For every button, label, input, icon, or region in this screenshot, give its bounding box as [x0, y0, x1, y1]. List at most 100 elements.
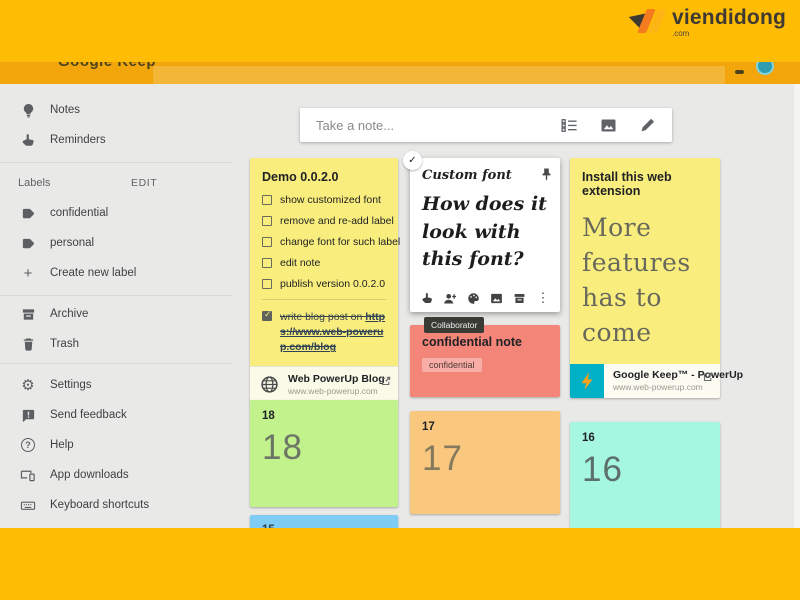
note-18[interactable]: 18 18 — [250, 400, 398, 507]
checkbox-unchecked[interactable] — [262, 279, 272, 289]
refresh-icon[interactable] — [735, 70, 744, 74]
brand-name: viendidong — [672, 6, 786, 29]
external-link-icon[interactable] — [381, 373, 391, 385]
sidebar-item-label: App downloads — [50, 469, 129, 481]
sidebar-item-label: confidential — [50, 207, 109, 219]
note-title: 18 — [262, 410, 275, 422]
checklist-item[interactable]: change font for such label — [262, 236, 400, 248]
checklist-item[interactable]: edit note — [262, 257, 386, 269]
sidebar-item-help[interactable]: ? Help — [0, 433, 232, 457]
tag-icon — [20, 205, 36, 221]
new-checklist-icon[interactable] — [561, 117, 578, 134]
note-title: Demo 0.0.2.0 — [262, 170, 339, 184]
sidebar-divider — [0, 363, 232, 364]
sidebar-item-label: Send feedback — [50, 409, 127, 421]
checkbox-unchecked[interactable] — [262, 237, 272, 247]
scrollbar[interactable] — [794, 84, 800, 528]
selected-check-icon[interactable]: ✓ — [403, 151, 422, 170]
note-confidential[interactable]: confidential note confidential — [410, 325, 560, 397]
new-drawing-icon[interactable] — [639, 117, 656, 134]
sidebar-item-label: Keyboard shortcuts — [50, 499, 150, 511]
note-body: How does it look with this font? — [422, 193, 547, 271]
sidebar-item-create-label[interactable]: + Create new label — [0, 261, 232, 285]
trash-icon — [20, 336, 36, 352]
take-a-note-bar[interactable]: Take a note... — [300, 108, 672, 142]
note-16[interactable]: 16 16 — [570, 422, 720, 532]
archive-note-icon[interactable] — [513, 291, 527, 305]
sidebar-item-app-downloads[interactable]: App downloads — [0, 463, 232, 487]
note-demo[interactable]: Demo 0.0.2.0 show customized font remove… — [250, 158, 400, 404]
note-title: confidential note — [422, 335, 522, 349]
archive-icon — [20, 306, 36, 322]
checkbox-checked[interactable] — [262, 309, 272, 321]
sidebar-item-trash[interactable]: Trash — [0, 332, 232, 356]
sidebar-item-archive[interactable]: Archive — [0, 302, 232, 326]
tag-icon — [20, 235, 36, 251]
checkbox-unchecked[interactable] — [262, 258, 272, 268]
sidebar-item-label: Reminders — [50, 134, 106, 146]
checklist-item[interactable]: publish version 0.0.2.0 — [262, 278, 386, 290]
checklist-item-label: publish version 0.0.2.0 — [280, 278, 386, 290]
sidebar-item-reminders[interactable]: Reminders — [0, 128, 232, 152]
pin-icon[interactable] — [541, 168, 552, 181]
keep-logo: Google Keep — [58, 62, 156, 70]
note-custom-font[interactable]: ✓ Custom font How does it look with this… — [403, 151, 560, 312]
new-image-note-icon[interactable] — [600, 117, 617, 134]
link-preview-web-powerup-blog[interactable]: Web PowerUp Blog www.web-powerup.com — [250, 365, 398, 404]
blog-link[interactable]: https://www.web-powerup.com/blog — [280, 311, 386, 354]
link-preview-url: www.web-powerup.com — [288, 385, 378, 396]
label-chip-confidential[interactable]: confidential — [422, 358, 482, 372]
keyboard-icon — [20, 497, 36, 513]
collaborator-icon[interactable] — [443, 291, 457, 305]
reminder-icon — [20, 132, 36, 148]
note-body: 17 — [422, 439, 463, 478]
link-preview-url: www.web-powerup.com — [613, 382, 703, 393]
frame-bottom-band — [0, 528, 800, 600]
lightning-bolt-icon — [570, 364, 604, 398]
sidebar-divider — [0, 162, 232, 163]
keep-header-bar: Google Keep — [0, 62, 800, 84]
link-preview-title: Web PowerUp Blog — [288, 372, 385, 385]
note-17[interactable]: 17 17 — [410, 411, 560, 514]
sidebar-divider — [0, 295, 232, 296]
note-install-extension[interactable]: Install this web extension More features… — [570, 158, 743, 398]
sidebar-item-send-feedback[interactable]: Send feedback — [0, 403, 232, 427]
add-image-icon[interactable] — [490, 291, 504, 305]
more-options-icon[interactable]: ⋮ — [536, 290, 550, 305]
sidebar-item-label-confidential[interactable]: confidential — [0, 201, 232, 225]
sidebar-item-notes[interactable]: Notes — [0, 98, 232, 122]
color-palette-icon[interactable] — [466, 291, 480, 305]
note-title: 16 — [582, 432, 595, 444]
tooltip: Collaborator — [424, 317, 485, 333]
avatar[interactable] — [756, 62, 774, 75]
search-bar[interactable] — [153, 66, 725, 84]
checkbox-unchecked[interactable] — [262, 195, 272, 205]
checklist-divider — [262, 299, 386, 300]
checklist-item-label: change font for such label — [280, 236, 401, 248]
sidebar-item-label-personal[interactable]: personal — [0, 231, 232, 255]
checklist-item-label: remove and re-add label — [280, 215, 394, 227]
checkbox-unchecked[interactable] — [262, 216, 272, 226]
note-input-placeholder[interactable]: Take a note... — [316, 117, 395, 133]
brand-tld: .com — [672, 29, 690, 38]
brand-logo: viendidong .com — [628, 7, 786, 38]
frame-top-band — [0, 0, 800, 62]
brand-logo-icon — [628, 7, 667, 35]
lightbulb-icon — [20, 102, 36, 118]
sidebar-item-label: Help — [50, 439, 74, 451]
sidebar-item-label: Notes — [50, 104, 81, 116]
sidebar-item-label: Archive — [50, 308, 89, 320]
checklist-item[interactable]: remove and re-add label — [262, 215, 394, 227]
sidebar-item-settings[interactable]: ⚙ Settings — [0, 373, 232, 397]
globe-icon — [260, 375, 279, 394]
sidebar-item-keyboard-shortcuts[interactable]: Keyboard shortcuts — [0, 493, 232, 517]
note-toolbar: ⋮ — [420, 290, 550, 305]
remind-me-icon[interactable] — [420, 291, 434, 305]
link-preview-title: Google Keep™ - PowerUp — [613, 369, 744, 382]
checklist-item[interactable]: show customized font — [262, 194, 386, 206]
labels-edit-button[interactable]: EDIT — [131, 177, 158, 189]
checklist-item-completed[interactable]: write blog post on https://www.web-power… — [262, 309, 386, 356]
checklist-item-label: show customized font — [280, 194, 381, 206]
link-preview-keep-powerup[interactable]: Google Keep™ - PowerUp www.web-powerup.c… — [570, 364, 743, 398]
external-link-icon[interactable] — [703, 369, 713, 382]
